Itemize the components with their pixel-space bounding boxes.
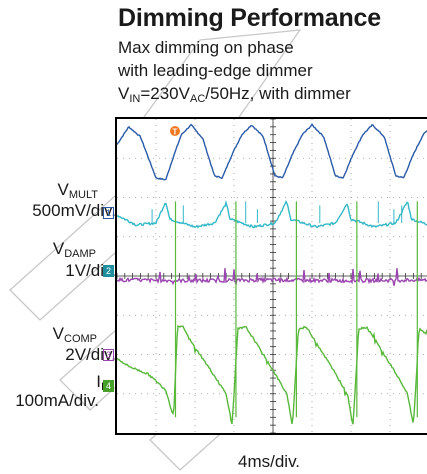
cond-v-sub: IN bbox=[129, 93, 140, 105]
trace-VMULT bbox=[117, 124, 427, 180]
cond-tail: /50Hz, with dimmer bbox=[205, 84, 350, 103]
ch2-sub: DAMP bbox=[64, 248, 96, 260]
ch3-name: VCOMP bbox=[53, 325, 97, 343]
ch1-name: VMULT bbox=[58, 181, 98, 199]
subtitle-line-1: Max dimming on phase bbox=[118, 38, 294, 58]
x-scale-label: 4ms/div. bbox=[238, 452, 300, 472]
scope-screen: T bbox=[115, 117, 427, 435]
cond-text: =230V bbox=[140, 84, 190, 103]
ch3-sub: COMP bbox=[64, 333, 97, 345]
cond-v: V bbox=[118, 84, 129, 103]
subtitle-line-2: with leading-edge dimmer bbox=[118, 61, 313, 81]
ch1-sub: MULT bbox=[69, 189, 98, 201]
ch3-marker: 3 bbox=[103, 349, 114, 361]
ch2-name: VDAMP bbox=[53, 240, 96, 258]
ch1-letter: V bbox=[58, 180, 69, 199]
ch3-letter: V bbox=[53, 324, 64, 343]
trigger-marker-label: T bbox=[173, 128, 178, 137]
ch2-marker: 2 bbox=[103, 265, 114, 277]
ch1-marker: 1 bbox=[103, 207, 114, 219]
condition-line: VIN=230VAC/50Hz, with dimmer bbox=[118, 84, 351, 104]
scope-plot: T bbox=[117, 119, 427, 433]
ch4-marker: 4 bbox=[103, 380, 114, 392]
chart-title: Dimming Performance bbox=[118, 4, 381, 33]
ch2-letter: V bbox=[53, 239, 64, 258]
ch4-scale: 100mA/div. bbox=[15, 392, 99, 410]
cond-ac-sub: AC bbox=[190, 93, 205, 105]
